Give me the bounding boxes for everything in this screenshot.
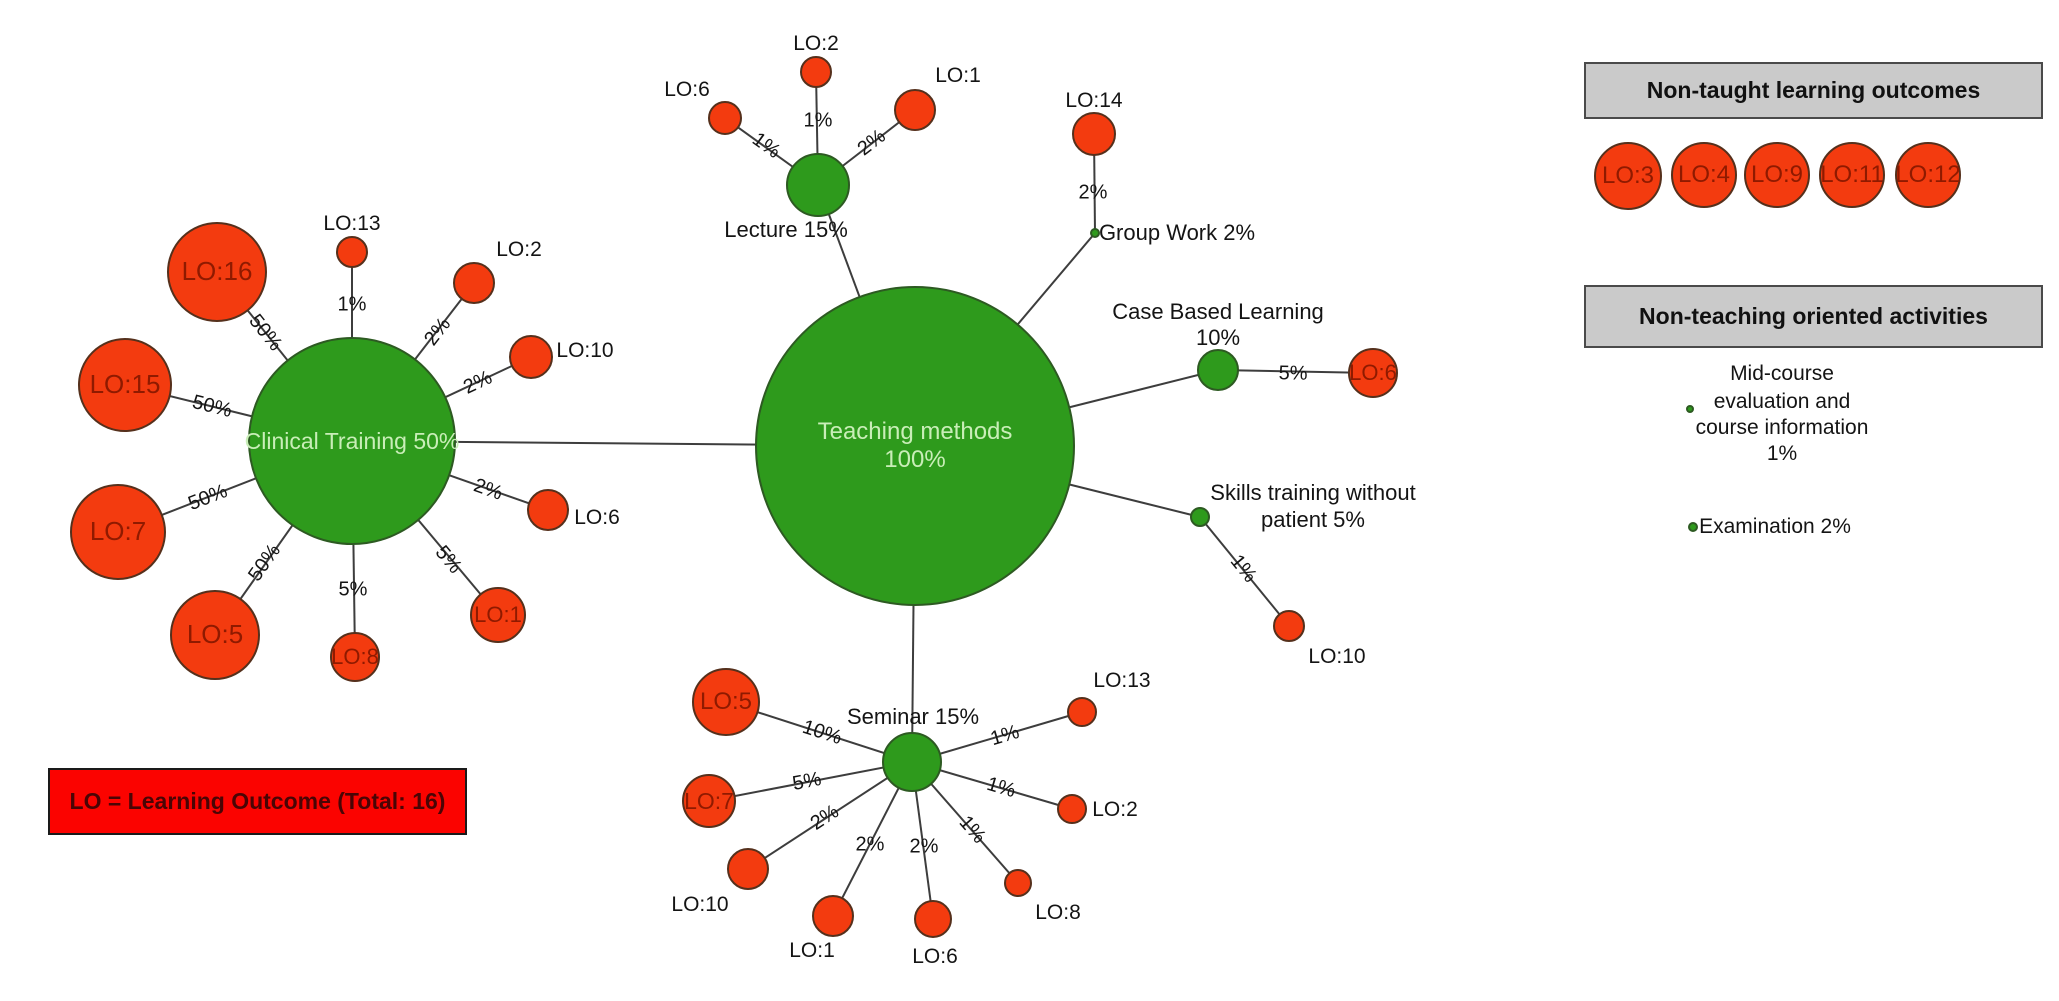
edge-label-seminar--seminar-lo6: 2% <box>909 835 939 858</box>
node-groupwork-lo14 <box>1072 112 1116 156</box>
node-exam-dot <box>1688 522 1698 532</box>
examination-label: Examination 2% <box>1699 515 1851 538</box>
edge-seminar--seminar-lo10 <box>747 761 913 870</box>
non-taught-outcomes-header: Non-taught learning outcomes <box>1584 62 2043 119</box>
seminar-hub-label: Seminar 15% <box>846 704 980 729</box>
node-nontaught-lo3: LO:3 <box>1594 142 1662 210</box>
skills-hub-label-2: patient 5% <box>1261 507 1365 532</box>
node-seminar-lo8 <box>1004 869 1032 897</box>
node-nontaught-lo4: LO:4 <box>1671 142 1737 208</box>
node-seminar-lo6 <box>914 900 952 938</box>
node-seminar-lo5-label-0: LO:5 <box>699 688 753 716</box>
edge-label-clinical--clinical-lo13: 1% <box>337 293 367 316</box>
lecture-lo6-label: LO:6 <box>664 78 710 101</box>
node-seminar-lo2 <box>1057 794 1087 824</box>
node-clinical-lo1-label-0: LO:1 <box>474 602 522 628</box>
cbl-hub-label-2: 10% <box>1195 325 1241 350</box>
node-nontaught-lo4-label-0: LO:4 <box>1677 161 1731 189</box>
node-clinical-lo15: LO:15 <box>78 338 172 432</box>
node-seminar-lo1 <box>812 895 854 937</box>
node-seminar-lo7-label-0: LO:7 <box>684 787 734 814</box>
node-skills-lo10 <box>1273 610 1305 642</box>
node-teaching: Teaching methods 100% <box>755 286 1075 606</box>
midcourse-label-4: 1% <box>1766 442 1798 465</box>
clinical-lo2-label: LO:2 <box>496 238 542 261</box>
seminar-lo10-label: LO:10 <box>671 893 729 916</box>
node-groupwork <box>1090 228 1100 238</box>
midcourse-label-2: evaluation and <box>1713 390 1851 413</box>
node-clinical-lo16: LO:16 <box>167 222 267 322</box>
node-clinical-lo8-label-0: LO:8 <box>331 644 379 670</box>
edge-seminar--seminar-lo7 <box>708 761 913 802</box>
node-lecture-lo1 <box>894 89 936 131</box>
legend-box: LO = Learning Outcome (Total: 16) <box>48 768 467 835</box>
node-nontaught-lo11: LO:11 <box>1819 142 1885 208</box>
node-seminar <box>882 732 942 792</box>
node-seminar-lo10 <box>727 848 769 890</box>
non-teaching-activities-header: Non-teaching oriented activities <box>1584 285 2043 348</box>
seminar-lo1-label: LO:1 <box>789 939 835 962</box>
seminar-lo2-label: LO:2 <box>1092 798 1138 821</box>
node-clinical-lo6 <box>527 489 569 531</box>
skills-hub-label-1: Skills training without <box>1210 480 1416 505</box>
node-nontaught-lo11-label-0: LO:11 <box>1820 161 1884 189</box>
seminar-lo13-label: LO:13 <box>1093 669 1151 692</box>
node-clinical-lo5-label-0: LO:5 <box>186 619 244 650</box>
node-skills <box>1190 507 1210 527</box>
node-seminar-lo13 <box>1067 697 1097 727</box>
midcourse-label-1: Mid-course <box>1730 362 1834 385</box>
groupwork-hub-label: Group Work 2% <box>1098 220 1256 245</box>
node-clinical-lo10 <box>509 335 553 379</box>
node-midcourse-dot <box>1686 405 1694 413</box>
node-clinical-lo15-label-0: LO:15 <box>89 369 161 400</box>
node-cbl-lo6: LO:6 <box>1348 348 1398 398</box>
clinical-lo6-label: LO:6 <box>574 506 620 529</box>
edge-label-groupwork--groupwork-lo14: 2% <box>1078 181 1108 204</box>
edge-cbl--cbl-lo6 <box>1217 369 1374 374</box>
edge-label-lecture--lecture-lo2: 1% <box>803 109 833 132</box>
node-lecture-lo6 <box>708 101 742 135</box>
node-clinical-lo13 <box>336 236 368 268</box>
node-lecture <box>786 153 850 217</box>
lecture-lo2-label: LO:2 <box>793 32 839 55</box>
node-teaching-label-0: Teaching methods <box>817 418 1013 446</box>
node-clinical-lo8: LO:8 <box>330 632 380 682</box>
node-clinical-lo5: LO:5 <box>170 590 260 680</box>
node-cbl-lo6-label-0: LO:6 <box>1349 360 1397 386</box>
node-teaching-label-1: 100% <box>884 446 946 473</box>
cbl-hub-label-1: Case Based Learning <box>1112 299 1324 324</box>
edge-label-clinical--clinical-lo8: 5% <box>338 578 368 601</box>
skills-lo10-label: LO:10 <box>1308 645 1366 668</box>
edge-label-seminar--seminar-lo1: 2% <box>855 833 885 856</box>
node-seminar-lo7: LO:7 <box>682 774 736 828</box>
node-clinical: Clinical Training 50% <box>245 337 459 545</box>
node-clinical-lo7-label-0: LO:7 <box>89 516 147 547</box>
node-clinical-lo2 <box>453 262 495 304</box>
node-nontaught-lo12: LO:12 <box>1895 142 1961 208</box>
node-clinical-lo16-label-0: LO:16 <box>181 256 253 287</box>
node-nontaught-lo12-label-0: LO:12 <box>1895 161 1961 189</box>
edge-skills--skills-lo10 <box>1199 516 1290 627</box>
lecture-lo1-label: LO:1 <box>935 64 981 87</box>
node-clinical-lo1: LO:1 <box>470 587 526 643</box>
node-nontaught-lo9-label-0: LO:9 <box>1750 161 1804 189</box>
midcourse-label-3: course information <box>1695 416 1869 439</box>
node-clinical-lo7: LO:7 <box>70 484 166 580</box>
node-nontaught-lo9: LO:9 <box>1744 142 1810 208</box>
lecture-hub-label: Lecture 15% <box>724 217 848 242</box>
node-lecture-lo2 <box>800 56 832 88</box>
node-clinical-label-0: Clinical Training 50% <box>244 427 460 454</box>
node-nontaught-lo3-label-0: LO:3 <box>1601 162 1655 190</box>
node-cbl <box>1197 349 1239 391</box>
clinical-lo10-label: LO:10 <box>556 339 614 362</box>
seminar-lo8-label: LO:8 <box>1035 901 1081 924</box>
clinical-lo13-label: LO:13 <box>323 212 381 235</box>
edge-label-cbl--cbl-lo6: 5% <box>1278 362 1308 385</box>
seminar-lo6-label: LO:6 <box>912 945 958 968</box>
node-seminar-lo5: LO:5 <box>692 668 760 736</box>
groupwork-lo14-label: LO:14 <box>1065 89 1123 112</box>
